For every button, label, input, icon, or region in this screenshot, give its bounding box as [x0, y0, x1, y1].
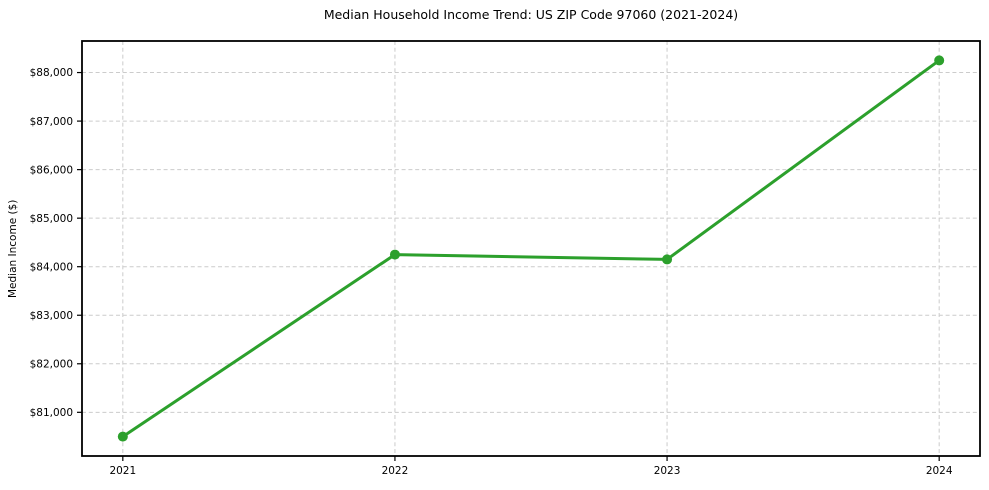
- data-point: [389, 249, 400, 260]
- x-tick-label: 2022: [382, 465, 409, 477]
- y-tick-label: $86,000: [30, 164, 73, 176]
- y-tick-label: $83,000: [30, 310, 73, 322]
- data-point: [117, 431, 128, 442]
- x-tick-label: 2023: [654, 465, 681, 477]
- plot-frame: [81, 40, 981, 457]
- x-tick-label: 2024: [926, 465, 953, 477]
- y-tick-label: $82,000: [30, 358, 73, 370]
- data-point: [662, 254, 673, 265]
- y-tick-label: $84,000: [30, 261, 73, 273]
- data-point: [934, 55, 945, 66]
- y-tick-label: $81,000: [30, 407, 73, 419]
- series-line: [121, 58, 941, 439]
- y-tick-label: $88,000: [30, 67, 73, 79]
- x-tick-label: 2021: [109, 465, 136, 477]
- y-tick-label: $85,000: [30, 213, 73, 225]
- y-tick-label: $87,000: [30, 116, 73, 128]
- chart-title: Median Household Income Trend: US ZIP Co…: [323, 7, 739, 22]
